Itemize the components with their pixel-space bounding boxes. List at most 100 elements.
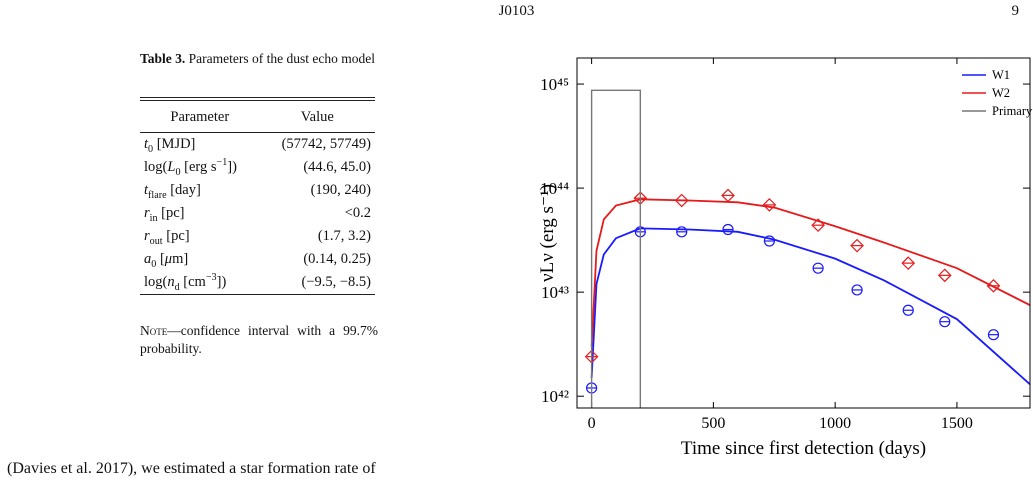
text-part: 0 <box>175 166 181 178</box>
parameter-cell: rin [pc] <box>140 202 260 225</box>
value-cell: (190, 240) <box>310 182 371 198</box>
table-row: log(nd [cm−3]) (−9.5, −8.5) <box>140 271 375 295</box>
table-row: rout [pc] (1.7, 3.2) <box>140 225 375 248</box>
data-point <box>763 235 776 247</box>
table-note: Note—confidence interval with a 99.7% pr… <box>140 322 378 358</box>
data-point <box>986 278 1001 293</box>
table-caption: Table 3. Parameters of the dust echo mod… <box>140 50 380 68</box>
marker <box>811 218 825 233</box>
data-point <box>939 316 951 328</box>
data-point <box>811 218 825 233</box>
plot-frame <box>576 57 1031 409</box>
text-part: flare <box>148 189 167 201</box>
legend-label: W2 <box>992 86 1010 100</box>
data-point <box>676 226 688 238</box>
data-point <box>851 284 863 296</box>
data-point <box>722 223 734 236</box>
y-tick-label: 10⁴⁵ <box>540 75 569 94</box>
parameter-cell: t0 [MJD] <box>140 133 260 157</box>
y-tick-label: 10⁴² <box>541 387 569 406</box>
legend-label: W1 <box>992 68 1010 82</box>
data-point <box>812 262 824 274</box>
marker <box>850 238 864 253</box>
text-part: r <box>144 205 150 221</box>
series-line <box>590 227 1030 386</box>
data-point <box>762 198 777 212</box>
text-part: m] <box>172 251 189 267</box>
marker <box>721 188 735 203</box>
parameter-cell: log(nd [cm−3]) <box>140 271 260 295</box>
text-part: −1 <box>216 157 228 169</box>
y-axis-label: νLν (erg s⁻¹) <box>537 184 558 282</box>
text-part: ]) <box>216 274 227 290</box>
marker <box>674 193 689 208</box>
parameter-cell: tflare [day] <box>140 179 260 202</box>
marker <box>937 268 952 283</box>
parameter-cell: log(L0 [erg s−1]) <box>140 156 260 179</box>
y-tick-label: 10⁴⁴ <box>540 179 569 198</box>
text-part: r <box>144 228 150 244</box>
text-part: n <box>167 274 175 290</box>
data-point <box>937 268 952 283</box>
text-part: [day] <box>166 182 201 198</box>
data-point <box>674 193 689 208</box>
body-text: (Davies et al. 2017), we estimated a sta… <box>7 460 376 477</box>
legend-label: Primary <box>992 104 1033 118</box>
text-part: 0 <box>151 258 157 270</box>
value-cell: (0.14, 0.25) <box>303 251 371 267</box>
data-point <box>721 188 735 203</box>
x-axis-label: Time since first detection (days) <box>681 438 926 459</box>
text-part: [MJD] <box>153 136 196 152</box>
value-cell: <0.2 <box>344 205 371 221</box>
text-part: Table 3. <box>140 51 186 66</box>
text-part: L <box>167 159 176 175</box>
x-tick-label: 0 <box>588 415 596 432</box>
value-cell: (−9.5, −8.5) <box>301 274 371 290</box>
value-cell: (1.7, 3.2) <box>317 228 371 244</box>
text-part: a <box>144 251 152 267</box>
data-point <box>987 329 1000 341</box>
data-point <box>902 304 914 316</box>
text-part: Parameters of the dust echo model <box>185 51 375 66</box>
marker <box>986 278 1001 293</box>
y-tick-label: 10⁴³ <box>541 283 569 302</box>
x-tick-label: 1500 <box>941 415 973 432</box>
text-part: log( <box>144 274 168 290</box>
parameter-cell: rout [pc] <box>140 225 260 248</box>
series-line <box>590 89 642 408</box>
x-tick-label: 1000 <box>819 415 851 432</box>
parameter-cell: a0 [μm] <box>140 248 260 271</box>
table-row: tflare [day] (190, 240) <box>140 179 375 202</box>
text-part: Note <box>140 323 168 338</box>
table-row: rin [pc] <0.2 <box>140 202 375 225</box>
column-header: Parameter <box>140 99 260 133</box>
text-part: [pc] <box>157 205 185 221</box>
series-line <box>590 198 1030 347</box>
running-title: J0103 <box>498 3 535 19</box>
data-point <box>901 256 916 270</box>
text-part: 0 <box>148 143 154 155</box>
text-part: −3 <box>205 272 217 284</box>
column-header: Value <box>259 99 375 133</box>
text-part: in <box>149 212 158 224</box>
text-part: [cm <box>179 274 206 290</box>
text-part: out <box>149 235 163 247</box>
table: Parameter Value t0 [MJD] (57742, 57749) lo… <box>140 97 375 295</box>
text-part: [pc] <box>162 228 190 244</box>
value-cell: (44.6, 45.0) <box>303 159 371 175</box>
text-part: μ <box>164 251 173 267</box>
table-row: log(L0 [erg s−1]) (44.6, 45.0) <box>140 156 375 179</box>
text-part: t <box>144 136 149 152</box>
text-part: t <box>144 182 149 198</box>
x-tick-label: 500 <box>701 415 725 432</box>
text-part: [erg s <box>180 159 217 175</box>
marker <box>762 198 777 212</box>
marker <box>901 256 916 270</box>
page-number: 9 <box>1011 3 1020 19</box>
text-part: —confidence interval with a 99.7% probab… <box>140 323 378 356</box>
text-part: log( <box>144 159 168 175</box>
value-cell: (57742, 57749) <box>281 136 371 152</box>
text-part: d <box>174 281 180 293</box>
